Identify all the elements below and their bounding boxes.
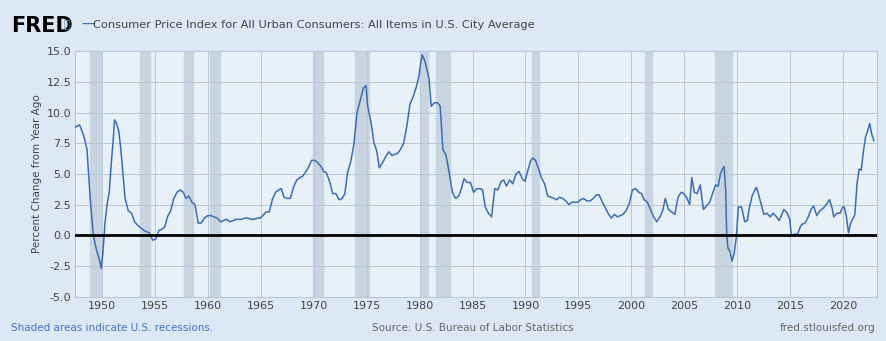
Bar	[90, 51, 101, 297]
Bar	[184, 51, 193, 297]
Bar	[210, 51, 220, 297]
Bar	[140, 51, 151, 297]
Bar	[645, 51, 652, 297]
Text: —: —	[82, 17, 96, 32]
Text: ⧈: ⧈	[64, 19, 70, 30]
Text: FRED: FRED	[11, 16, 73, 35]
Text: fred.stlouisfed.org: fred.stlouisfed.org	[780, 323, 875, 333]
Bar	[436, 51, 450, 297]
Text: Source: U.S. Bureau of Labor Statistics: Source: U.S. Bureau of Labor Statistics	[372, 323, 574, 333]
Y-axis label: Percent Change from Year Ago: Percent Change from Year Ago	[32, 94, 43, 253]
Text: Consumer Price Index for All Urban Consumers: All Items in U.S. City Average: Consumer Price Index for All Urban Consu…	[93, 19, 534, 30]
Bar	[355, 51, 369, 297]
Bar	[313, 51, 323, 297]
Bar	[715, 51, 732, 297]
Text: Shaded areas indicate U.S. recessions.: Shaded areas indicate U.S. recessions.	[11, 323, 213, 333]
Bar	[422, 51, 428, 297]
Bar	[532, 51, 539, 297]
